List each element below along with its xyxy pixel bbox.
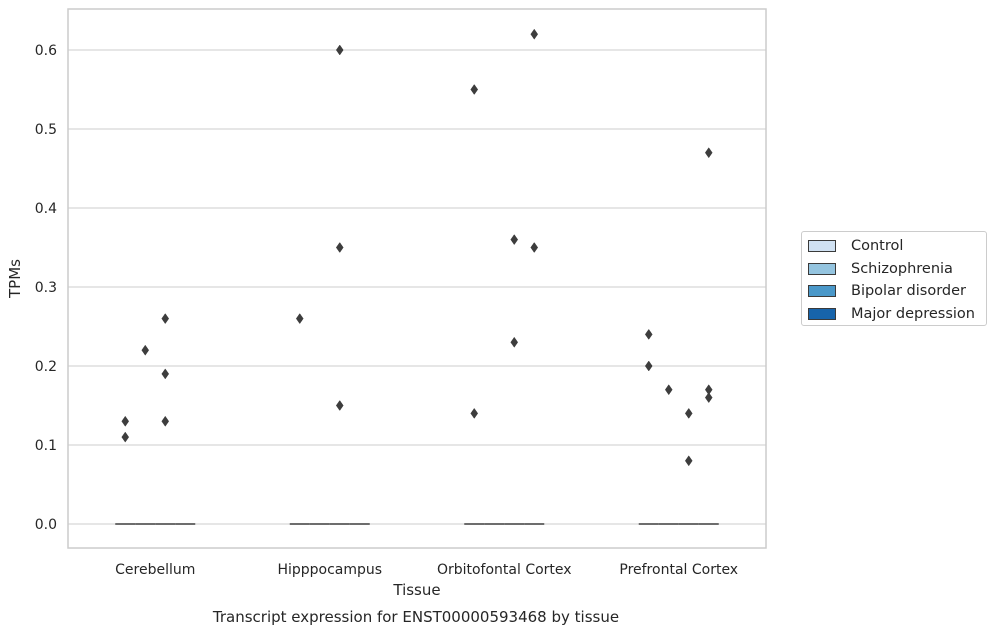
legend-item: Control <box>808 235 986 258</box>
outlier-point <box>664 384 673 396</box>
outlier-point <box>335 400 344 411</box>
outlier-point <box>161 415 170 427</box>
x-axis-label: Tissue <box>392 581 440 599</box>
legend-item: Bipolar disorder <box>808 280 986 303</box>
plot-area <box>68 9 766 548</box>
legend-label: Control <box>851 238 904 255</box>
outlier-point <box>530 242 539 253</box>
outlier-point <box>510 336 519 348</box>
legend-label: Bipolar disorder <box>851 283 966 300</box>
y-tick-label: 0.2 <box>35 359 57 375</box>
outlier-point <box>161 368 170 380</box>
legend-swatch <box>808 307 836 320</box>
plot-frame <box>67 8 767 549</box>
x-tick-label: Prefrontal Cortex <box>619 562 738 578</box>
outlier-point <box>704 392 713 404</box>
y-tick-label: 0.3 <box>35 280 57 296</box>
outlier-point <box>644 360 653 372</box>
outlier-point <box>704 147 713 159</box>
y-axis-label: TPMs <box>6 259 24 299</box>
x-tick-label: Orbitofontal Cortex <box>437 562 572 578</box>
legend-label: Major depression <box>851 305 975 322</box>
outlier-point <box>470 407 479 419</box>
legend: Control Schizophrenia Bipolar disorder Majo… <box>801 231 987 326</box>
x-tick-label: Hipppocampus <box>277 562 382 578</box>
outlier-point <box>684 455 693 467</box>
outlier-point <box>121 431 130 443</box>
outlier-point <box>161 313 170 325</box>
legend-swatch <box>808 240 836 253</box>
x-tick-label: Cerebellum <box>115 562 195 578</box>
outlier-point <box>684 407 693 419</box>
legend-swatch <box>808 285 836 298</box>
y-tick-label: 0.4 <box>35 201 57 217</box>
outlier-point <box>470 84 479 95</box>
legend-label: Schizophrenia <box>851 260 953 277</box>
outlier-point <box>295 313 304 325</box>
y-tick-label: 0.1 <box>35 438 57 454</box>
legend-item: Schizophrenia <box>808 258 986 281</box>
outlier-point <box>510 234 519 246</box>
y-tick-label: 0.5 <box>35 122 57 138</box>
outlier-point <box>141 344 150 356</box>
outlier-point <box>335 242 344 253</box>
outlier-point <box>644 328 653 340</box>
outlier-point <box>530 28 539 40</box>
legend-item: Major depression <box>808 303 986 326</box>
chart-title: Transcript expression for ENST0000059346… <box>212 608 619 626</box>
outlier-point <box>121 415 130 427</box>
outlier-point <box>335 44 344 56</box>
y-tick-label: 0.6 <box>35 43 57 59</box>
y-tick-label: 0.0 <box>35 517 57 533</box>
legend-swatch <box>808 262 836 275</box>
